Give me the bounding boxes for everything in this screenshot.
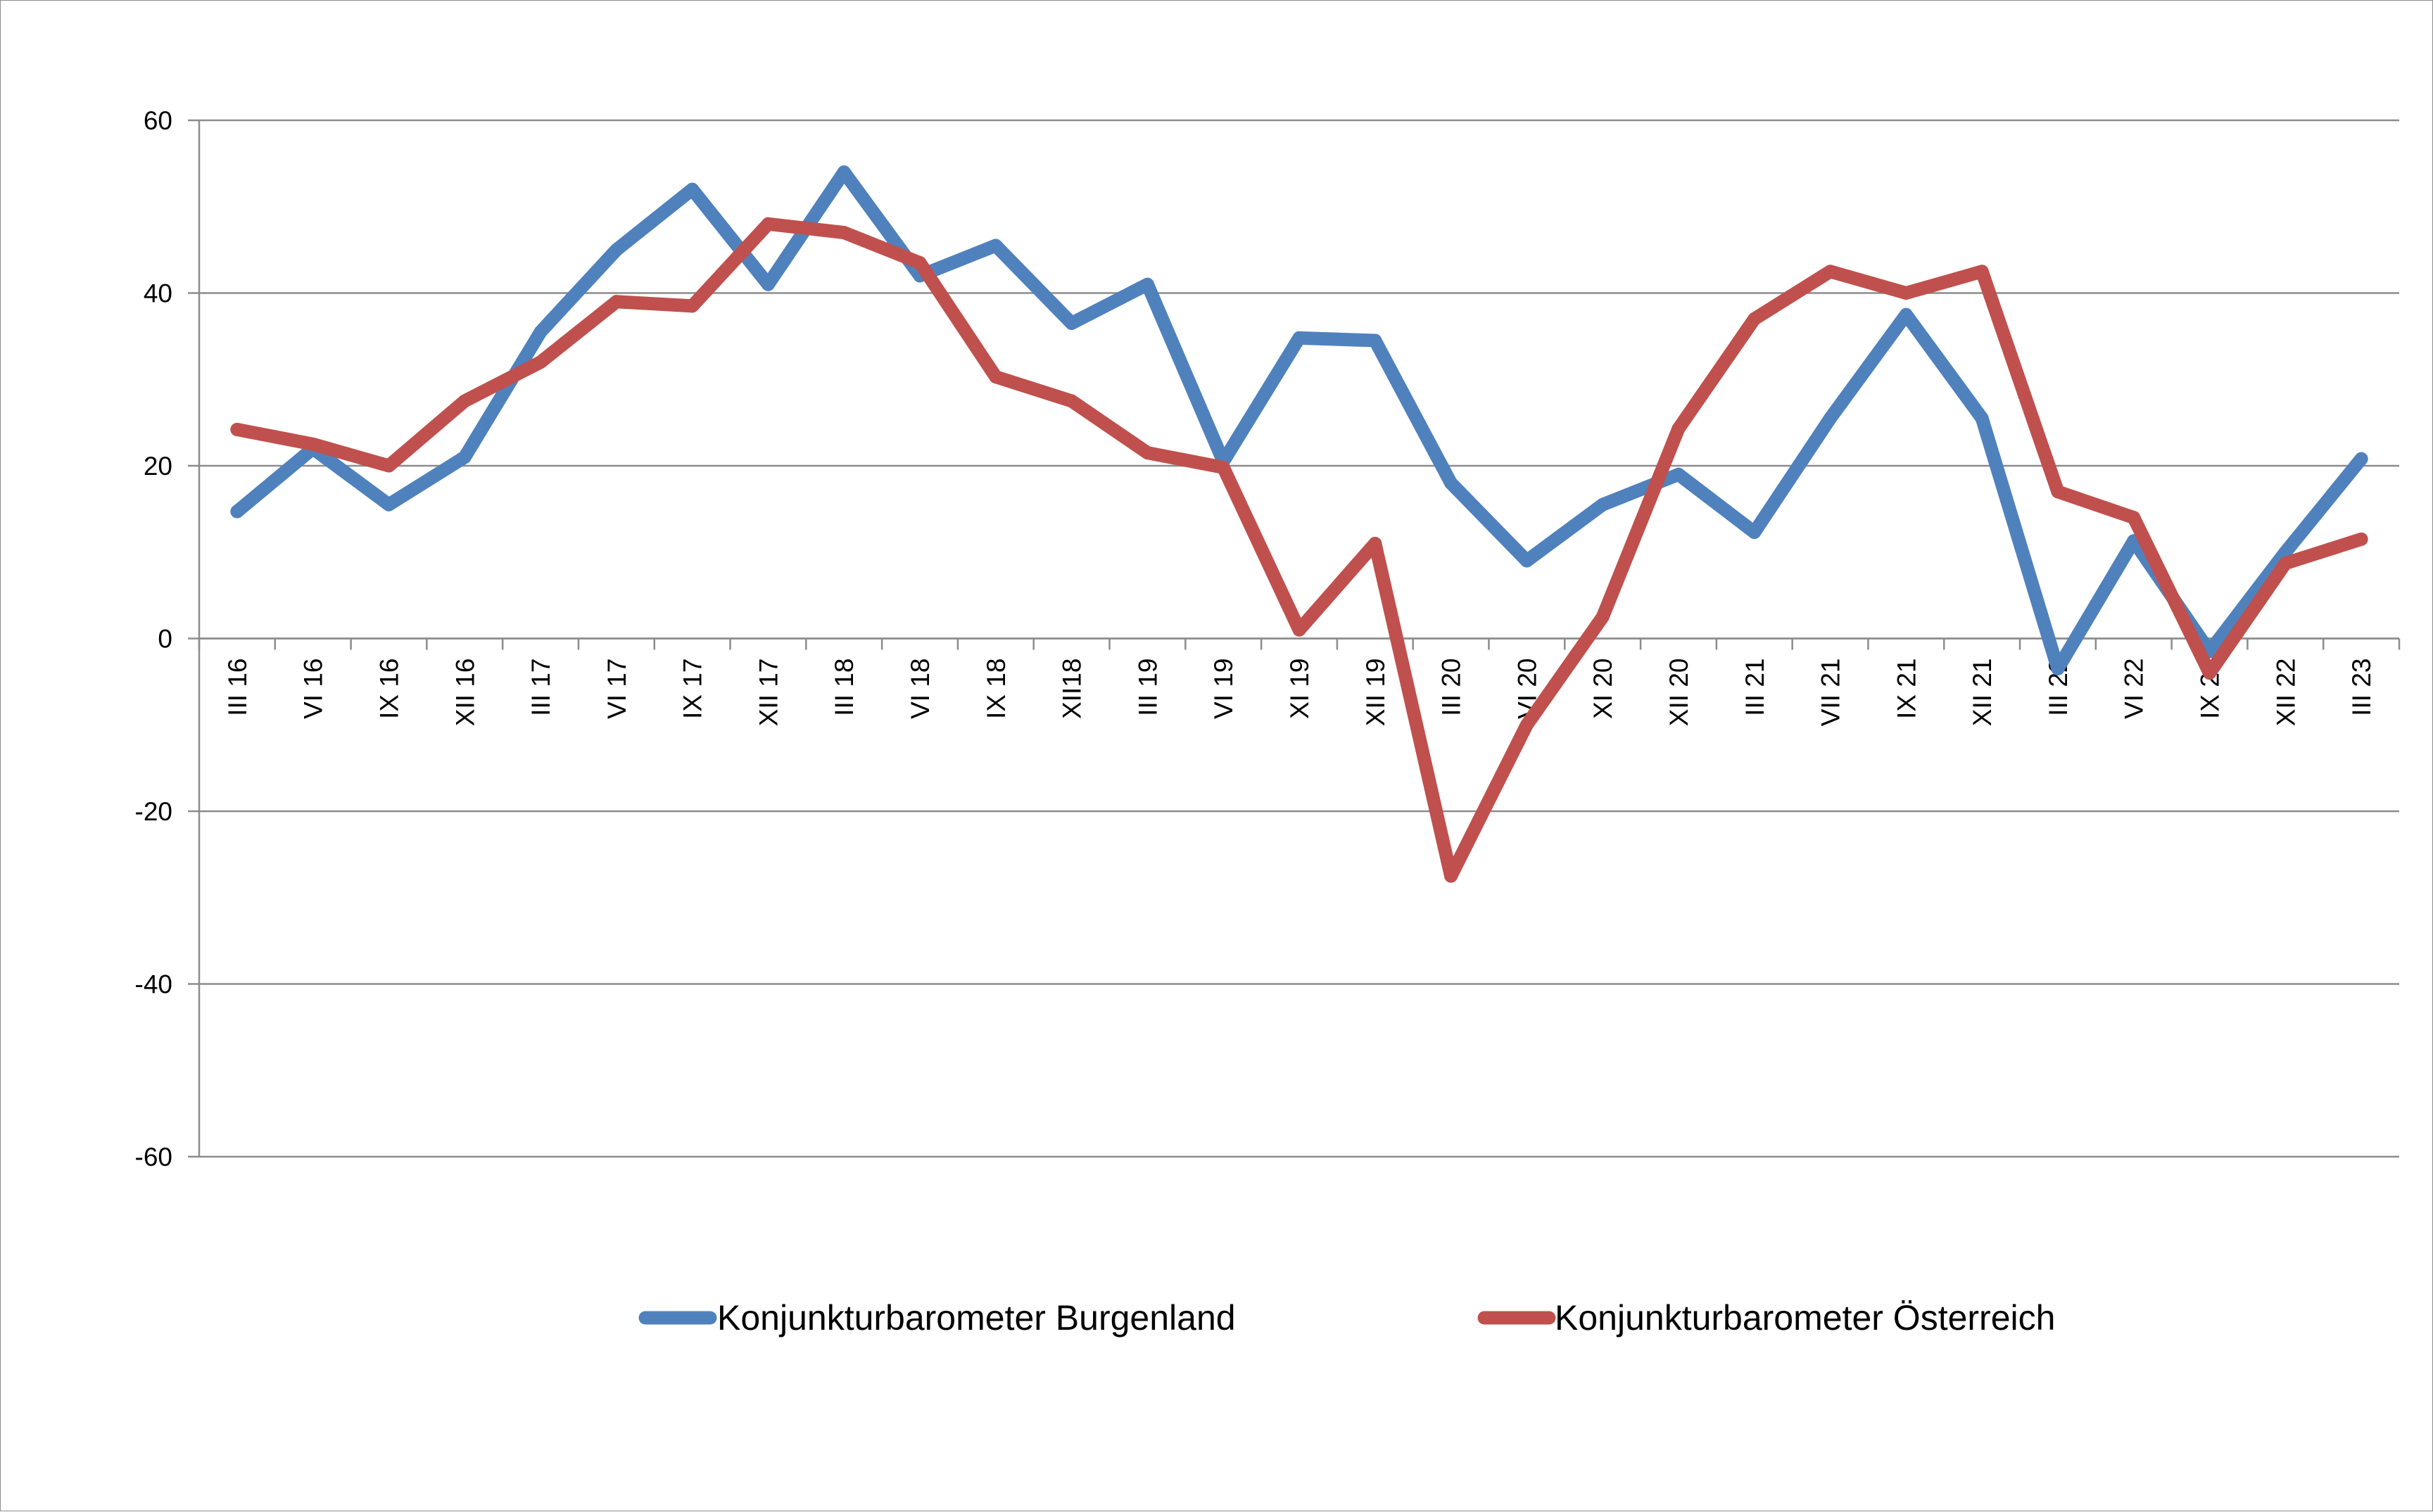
data-point	[457, 450, 472, 464]
data-point	[1899, 286, 1913, 300]
data-point	[685, 299, 700, 313]
data-point	[1368, 536, 1382, 550]
data-point	[1292, 623, 1306, 637]
y-tick-labels: 60 40 20 0 -20 -40 -60	[135, 106, 172, 1171]
x-tick-label: VII 21	[1816, 659, 1845, 727]
x-tick-label: IX 16	[374, 659, 403, 719]
data-point	[1292, 331, 1306, 345]
data-point	[1824, 265, 1838, 279]
series-lines	[230, 165, 2368, 883]
x-tick-label: III 17	[526, 659, 555, 716]
data-point	[1216, 460, 1230, 474]
x-tick-label: XII 17	[754, 659, 783, 727]
data-point	[2203, 666, 2217, 680]
data-point	[1671, 467, 1686, 481]
y-tick-label: -20	[135, 797, 172, 826]
x-tick-label: VI 16	[299, 659, 328, 719]
data-point	[1595, 610, 1610, 624]
x-tick-label: IX 18	[982, 659, 1011, 719]
data-point	[533, 355, 548, 369]
legend-item: Konjunkturbarometer Burgenland	[638, 1298, 1236, 1338]
data-point	[1519, 554, 1534, 568]
x-tick-label: XI 20	[1588, 659, 1617, 719]
data-point	[989, 239, 1003, 253]
y-tick-label: 60	[144, 106, 172, 135]
data-point	[685, 182, 700, 196]
x-tick-label: VI 22	[2120, 659, 2149, 719]
x-tick-label: XII 21	[1968, 659, 1997, 727]
data-point	[609, 295, 624, 309]
data-point	[609, 243, 624, 257]
y-tick-label: -40	[135, 970, 172, 999]
data-point	[1065, 316, 1079, 330]
x-tick-label: XII 19	[1361, 658, 1390, 726]
x-tick-label: VI 19	[1209, 659, 1238, 719]
x-tick-label: III 23	[2347, 659, 2376, 716]
legend-label: Konjunkturbarometer Burgenland	[717, 1298, 1236, 1338]
data-point	[2354, 532, 2368, 546]
data-point	[1140, 277, 1154, 291]
data-point	[761, 217, 775, 231]
data-point	[1671, 421, 1686, 436]
series-line-burgenland	[230, 165, 2368, 675]
x-tick-label: III 18	[830, 659, 859, 716]
x-tick-label: III 21	[1740, 659, 1769, 716]
data-point	[837, 226, 851, 240]
data-point	[1519, 718, 1534, 732]
x-tick-label: XII 20	[1664, 659, 1693, 727]
data-point	[989, 370, 1003, 384]
x-tick-label: XII18	[1058, 659, 1087, 719]
data-point	[1444, 476, 1458, 490]
x-tick-label: III 19	[1133, 659, 1162, 716]
x-tick-label: XII 16	[450, 659, 479, 727]
data-point	[381, 459, 396, 473]
legend-item: Konjunkturbarometer Österreich	[1477, 1298, 2055, 1338]
data-point	[2051, 661, 2065, 675]
x-tick-label: VI 18	[906, 659, 935, 719]
data-point	[1975, 411, 1989, 425]
data-point	[1595, 497, 1610, 512]
data-point	[1975, 265, 1989, 279]
data-point	[533, 325, 548, 339]
x-tick-label: III 16	[223, 659, 252, 716]
y-tick-label: -60	[135, 1143, 172, 1171]
x-tick-label: IX 17	[678, 659, 707, 719]
data-point	[2354, 452, 2368, 466]
data-point	[1444, 869, 1458, 883]
data-point	[1899, 307, 1913, 322]
data-point	[1748, 312, 1762, 326]
x-tick-label: XI 19	[1285, 659, 1314, 719]
data-point	[230, 422, 244, 436]
data-point	[381, 497, 396, 512]
data-point	[2051, 485, 2065, 499]
x-tick-label: XII 22	[2271, 659, 2300, 727]
data-point	[1140, 446, 1154, 460]
data-point	[761, 277, 775, 291]
data-point	[457, 394, 472, 408]
data-point	[2278, 557, 2292, 571]
data-point	[1368, 333, 1382, 348]
y-tick-label: 40	[144, 279, 172, 308]
data-point	[306, 437, 320, 451]
y-tick-label: 0	[158, 625, 172, 654]
axes	[188, 119, 2401, 1158]
data-point	[913, 256, 927, 270]
legend: Konjunkturbarometer Burgenland Konjunktur…	[638, 1298, 2055, 1338]
data-point	[837, 165, 851, 179]
data-point	[1824, 411, 1838, 425]
x-tick-label: VI 17	[602, 659, 631, 719]
data-point	[1065, 394, 1079, 408]
data-point	[1748, 526, 1762, 540]
data-point	[2127, 511, 2141, 525]
legend-label: Konjunkturbarometer Österreich	[1555, 1298, 2055, 1338]
x-tick-label: III 20	[1437, 659, 1466, 716]
y-tick-label: 20	[144, 452, 172, 481]
x-tick-label: IX 21	[1892, 659, 1921, 719]
data-point	[230, 504, 244, 519]
